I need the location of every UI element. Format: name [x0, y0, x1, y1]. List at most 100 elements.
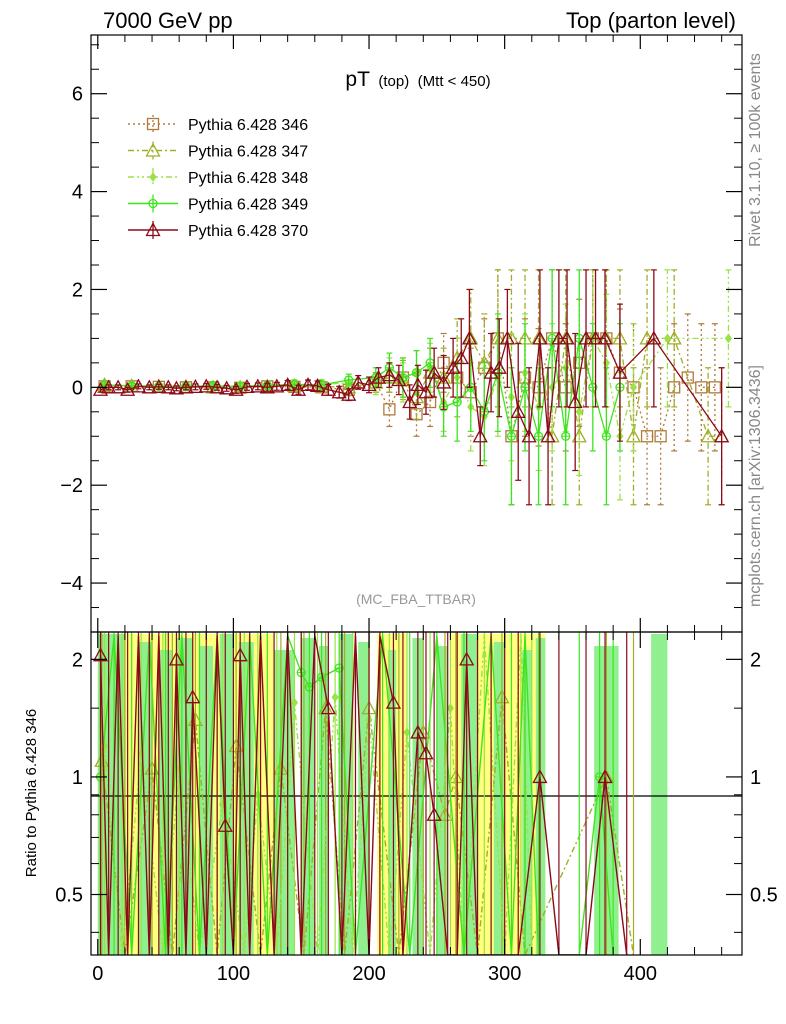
- main-data-point: [418, 384, 434, 399]
- main-data-point: [483, 364, 499, 379]
- main-data-point: [341, 386, 357, 401]
- main-data-point: [646, 330, 662, 345]
- plot-title-sub2: (Mtt < 450): [418, 73, 491, 90]
- plot-title: pT (top) (Mtt < 450): [345, 68, 490, 91]
- main-data-point: [402, 394, 418, 409]
- main-data-point: [209, 379, 225, 394]
- main-data-point: [426, 364, 442, 379]
- main-data-point: [130, 378, 147, 393]
- main-data-point: [654, 430, 667, 443]
- main-data-point: [681, 371, 694, 384]
- ratio-series-line: [99, 635, 628, 955]
- main-data-point: [472, 428, 488, 443]
- ratio-data-point: [185, 689, 201, 704]
- ratio-series-line: [101, 697, 635, 955]
- main-data-point: [532, 330, 548, 345]
- ratio-series-line: [103, 635, 533, 955]
- ratio-ytick-label: 0.5: [55, 885, 83, 907]
- ratio-data-point: [410, 724, 426, 739]
- main-ytick-label: 4: [72, 182, 83, 204]
- main-data-point: [228, 381, 244, 396]
- main-data-point: [410, 377, 426, 392]
- ratio-xtick-label: 400: [624, 963, 657, 985]
- main-data-point: [453, 350, 469, 365]
- ratio-series: [92, 632, 628, 955]
- main-data-point: [350, 374, 366, 389]
- main-data-point: [259, 379, 275, 394]
- main-data-point: [331, 384, 347, 399]
- main-data-point: [461, 330, 477, 345]
- ratio-series-layer: [92, 632, 635, 955]
- ratio-ytick-label-right: 2: [750, 649, 761, 671]
- main-data-point: [120, 381, 136, 396]
- ratio-ytick-label-right: 1: [750, 767, 761, 789]
- main-ytick-label: 6: [72, 84, 83, 106]
- main-data-point: [663, 333, 672, 344]
- main-data-point: [370, 369, 387, 384]
- main-ytick-label: 0: [72, 377, 83, 399]
- ratio-data-point: [459, 651, 475, 666]
- ratio-data-point: [168, 651, 185, 666]
- main-data-point: [381, 367, 397, 382]
- main-data-point: [151, 378, 167, 393]
- main-ytick-label: 2: [72, 279, 83, 301]
- ratio-ylabel: Ratio to Pythia 6.428 346: [23, 709, 40, 877]
- ratio-xtick-label: 200: [352, 963, 385, 985]
- main-data-point: [168, 380, 185, 395]
- ratio-band-green: [388, 650, 397, 955]
- ratio-data-point: [385, 694, 402, 709]
- main-plot-panel: −4 −2 0 2 4 6 pT (top) (Mtt < 450) Pythia 6.4…: [60, 34, 743, 633]
- main-data-point: [587, 330, 604, 345]
- ratio-plot-panel: 0.5 0.5 1 1 2 2 0 100 200 300 400 Ratio to Pythia …: [23, 631, 778, 985]
- main-data-point: [187, 378, 204, 393]
- main-data-point: [708, 381, 722, 394]
- main-data-point: [551, 330, 567, 345]
- ratio-data-point: [273, 760, 289, 775]
- main-data-point: [521, 428, 537, 443]
- main-data-point: [510, 403, 526, 418]
- main-data-point: [612, 364, 628, 379]
- main-data-point: [540, 428, 556, 443]
- header-right: Top (parton level): [566, 8, 736, 33]
- ratio-data-point: [597, 769, 613, 784]
- ratio-data-point: [418, 745, 434, 760]
- main-data-point: [597, 330, 613, 345]
- ratio-ytick-label: 1: [72, 767, 83, 789]
- ratio-ytick-label: 2: [72, 649, 83, 671]
- main-data-point: [160, 379, 176, 394]
- ratio-band-green: [493, 642, 505, 955]
- ratio-band-green: [436, 646, 448, 955]
- main-series-4: [92, 269, 730, 506]
- main-data-point: [250, 378, 266, 393]
- main-data-point: [320, 381, 336, 396]
- legend-marker: [145, 222, 161, 237]
- plot-title-sub1: (top): [378, 73, 409, 90]
- main-data-point: [700, 428, 716, 443]
- main-data-point: [141, 379, 157, 394]
- main-data-point: [300, 377, 316, 392]
- main-data-point: [239, 378, 255, 393]
- main-data-point: [110, 379, 126, 394]
- main-data-point: [198, 378, 214, 393]
- main-data-point: [436, 374, 452, 389]
- plot-title-main: pT: [345, 68, 370, 91]
- analysis-label: (MC_FBA_TTBAR): [356, 591, 476, 607]
- ratio-data-point: [426, 806, 442, 821]
- ratio-xtick-label: 0: [92, 963, 103, 985]
- ratio-data-point: [331, 692, 339, 703]
- main-data-point: [309, 377, 326, 393]
- main-data-point: [695, 381, 708, 394]
- ratio-band-green: [651, 634, 668, 955]
- legend-label: Pythia 6.428 346: [188, 117, 308, 134]
- main-data-point: [383, 403, 396, 416]
- main-data-point: [567, 394, 583, 409]
- ratio-data-point: [403, 727, 411, 738]
- main-data-point: [714, 428, 730, 443]
- legend-label: Pythia 6.428 370: [188, 223, 308, 240]
- ratio-data-point: [446, 703, 455, 713]
- main-data-point: [575, 406, 583, 417]
- main-data-point: [629, 382, 638, 393]
- ratio-plot-frame: [90, 631, 743, 956]
- legend-label: Pythia 6.428 348: [188, 170, 308, 187]
